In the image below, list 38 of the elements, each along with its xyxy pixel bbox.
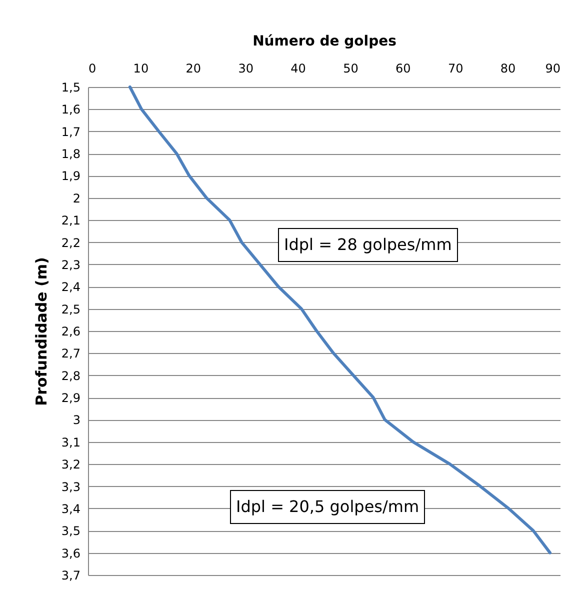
y-tick-label: 2,7 [61, 346, 80, 361]
x-tick-label: 60 [396, 62, 411, 76]
y-tick-label: 2,1 [61, 214, 80, 228]
y-tick-label: 1,6 [61, 102, 80, 117]
y-tick-label: 1,7 [61, 124, 80, 139]
y-tick-label: 2,2 [61, 236, 80, 250]
x-axis-title: Número de golpes [252, 34, 396, 50]
x-tick-label: 80 [500, 62, 516, 76]
x-tick-label: 50 [343, 62, 358, 76]
y-tick-label: 2,6 [61, 324, 80, 338]
x-tick-label: 0 [88, 62, 96, 76]
y-tick-label: 2,3 [61, 258, 80, 272]
y-tick-label: 2,9 [61, 391, 80, 406]
y-tick-label: 2,4 [61, 280, 80, 294]
y-tick-label: 3,4 [61, 502, 80, 516]
y-tick-label: 1,5 [61, 80, 80, 94]
annotation: Idpl = 20,5 golpes/mm [230, 490, 426, 524]
x-tick-label: 30 [238, 62, 254, 76]
y-tick-label: 3,2 [61, 458, 80, 472]
x-tick-label: 70 [448, 62, 464, 76]
annotation: Idpl = 28 golpes/mm [278, 228, 458, 262]
y-tick-label: 3,5 [61, 524, 80, 538]
y-axis-title: Profundidade (m) [32, 257, 50, 406]
y-tick-label: 2,5 [61, 302, 80, 316]
y-tick-label: 2,8 [61, 368, 80, 383]
y-tick-label: 2 [72, 191, 80, 206]
y-tick-label: 3 [72, 413, 80, 428]
x-tick-label: 90 [545, 62, 560, 76]
y-tick-label: 3,7 [61, 568, 80, 582]
y-tick-label: 3,6 [61, 546, 80, 560]
x-tick-label: 40 [290, 62, 306, 76]
x-tick-label: 20 [186, 62, 202, 76]
y-tick-label: 1,9 [61, 169, 80, 184]
y-tick-label: 1,8 [61, 147, 80, 162]
y-tick-label: 3,3 [61, 480, 80, 494]
y-tick-label: 3,1 [61, 435, 80, 450]
x-tick-label: 10 [133, 62, 149, 76]
line-series [128, 86, 552, 554]
